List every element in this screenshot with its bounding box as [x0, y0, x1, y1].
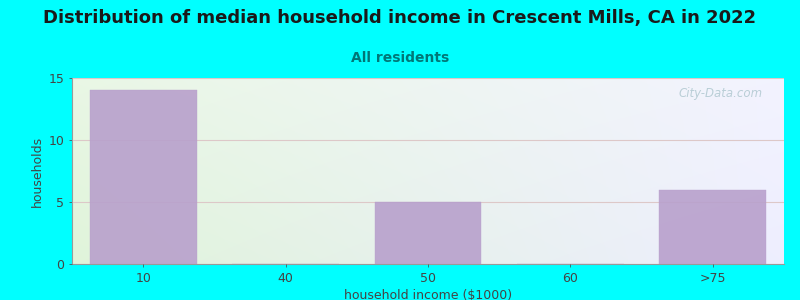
- Bar: [659, 190, 766, 264]
- Text: City-Data.com: City-Data.com: [678, 87, 762, 100]
- Bar: [90, 90, 197, 264]
- Text: Distribution of median household income in Crescent Mills, CA in 2022: Distribution of median household income …: [43, 9, 757, 27]
- Bar: [374, 202, 482, 264]
- Y-axis label: households: households: [31, 135, 44, 207]
- X-axis label: household income ($1000): household income ($1000): [344, 289, 512, 300]
- Text: All residents: All residents: [351, 51, 449, 65]
